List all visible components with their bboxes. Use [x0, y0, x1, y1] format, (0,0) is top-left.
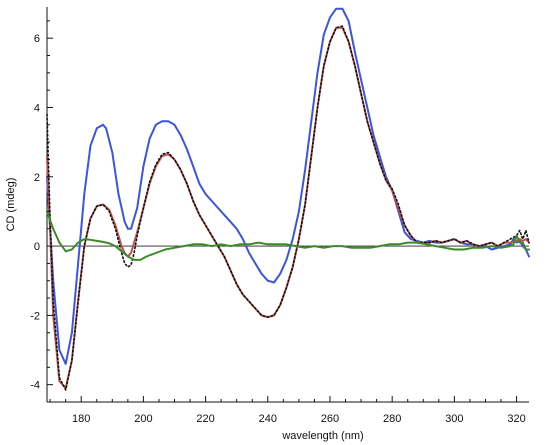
y-tick-label: 4 — [34, 102, 40, 114]
y-axis-label: CD (mdeg) — [5, 178, 17, 232]
y-tick-label: 2 — [34, 172, 40, 184]
x-tick-label: 300 — [445, 413, 463, 425]
tick-marks: -4 -2 0 2 4 6 180 200 220 240 260 280 300 320 — [30, 20, 526, 425]
series-layer — [46, 7, 530, 391]
series-line-1 — [46, 7, 530, 365]
x-axis-label: wavelength (nm) — [281, 430, 363, 442]
y-tick-label: -2 — [30, 310, 40, 322]
y-tick-label: 0 — [34, 241, 40, 253]
y-tick-label: -4 — [30, 380, 40, 392]
x-tick-label: 200 — [134, 413, 152, 425]
x-tick-label: 180 — [72, 413, 90, 425]
axes — [46, 7, 529, 403]
series-line-3 — [46, 25, 530, 391]
x-tick-label: 320 — [507, 413, 525, 425]
x-tick-label: 280 — [383, 413, 401, 425]
x-tick-label: 220 — [196, 413, 214, 425]
series-line-2 — [46, 26, 530, 390]
series-line-4 — [46, 210, 530, 261]
y-tick-label: 6 — [34, 33, 40, 45]
x-tick-label: 240 — [259, 413, 277, 425]
x-tick-label: 260 — [321, 413, 339, 425]
